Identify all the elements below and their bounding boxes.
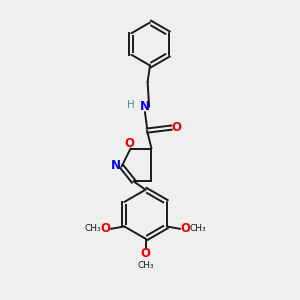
Text: N: N [140, 100, 150, 113]
Text: N: N [111, 159, 121, 172]
Text: CH₃: CH₃ [85, 224, 102, 233]
Text: O: O [140, 247, 151, 260]
Text: CH₃: CH₃ [137, 261, 154, 270]
Text: H: H [127, 100, 135, 110]
Text: O: O [180, 222, 190, 235]
Text: O: O [171, 121, 181, 134]
Text: CH₃: CH₃ [190, 224, 206, 233]
Text: O: O [101, 222, 111, 235]
Text: O: O [124, 137, 134, 150]
